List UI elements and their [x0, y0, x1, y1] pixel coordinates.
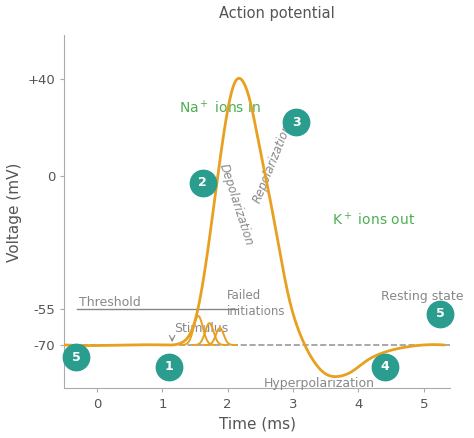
Text: 1: 1 — [164, 360, 173, 373]
Text: Depolarization: Depolarization — [217, 162, 255, 247]
Text: Repolarization: Repolarization — [250, 122, 294, 205]
Text: K$^+$ ions out: K$^+$ ions out — [332, 211, 415, 228]
Text: Hyperpolarization: Hyperpolarization — [264, 377, 375, 390]
Text: Action potential: Action potential — [219, 6, 334, 21]
Text: Failed
initiations: Failed initiations — [227, 290, 285, 318]
Text: 3: 3 — [292, 116, 301, 129]
Y-axis label: Voltage (mV): Voltage (mV) — [7, 162, 22, 261]
Text: Na$^+$ ions in: Na$^+$ ions in — [179, 99, 261, 117]
Text: Resting state: Resting state — [381, 290, 464, 303]
Text: Threshold: Threshold — [79, 296, 140, 309]
Text: 5: 5 — [436, 307, 445, 320]
X-axis label: Time (ms): Time (ms) — [219, 416, 296, 431]
Text: 4: 4 — [380, 360, 389, 373]
Text: Stimulus: Stimulus — [174, 322, 228, 335]
Text: 5: 5 — [72, 350, 81, 364]
Text: 2: 2 — [199, 177, 207, 190]
